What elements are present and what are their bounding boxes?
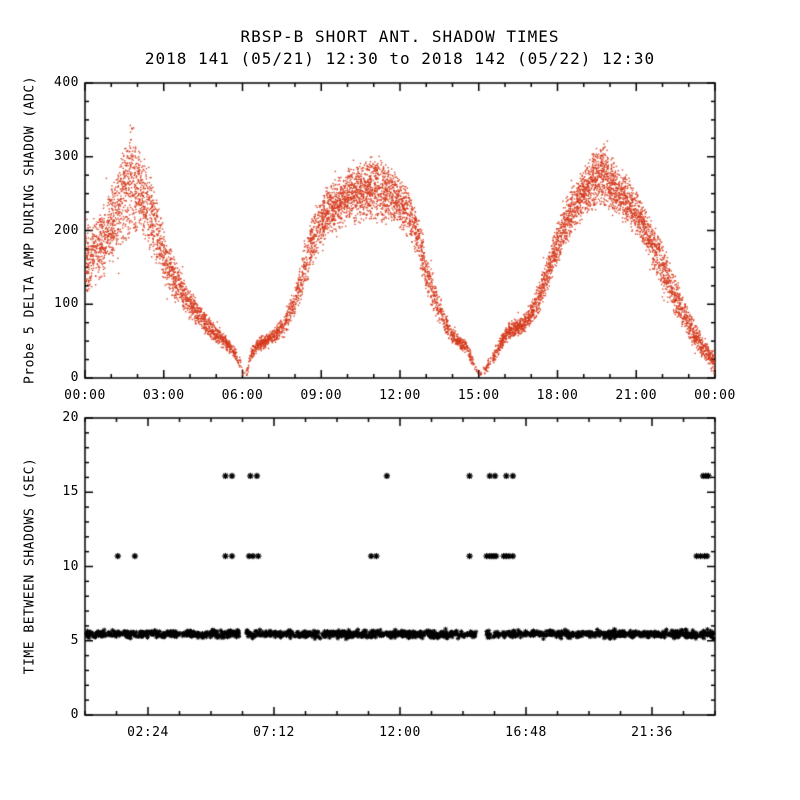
bottom-y-axis-label: TIME BETWEEN SHADOWS (SEC) [22,457,38,675]
chart-title: RBSP-B SHORT ANT. SHADOW TIMES [240,27,560,46]
top-y-axis-label: Probe 5 DELTA AMP DURING SHADOW (ADC) [22,75,38,385]
chart-subtitle: 2018 141 (05/21) 12:30 to 2018 142 (05/2… [144,49,656,68]
top-plot-area [85,83,715,378]
bottom-plot-area [85,418,715,715]
